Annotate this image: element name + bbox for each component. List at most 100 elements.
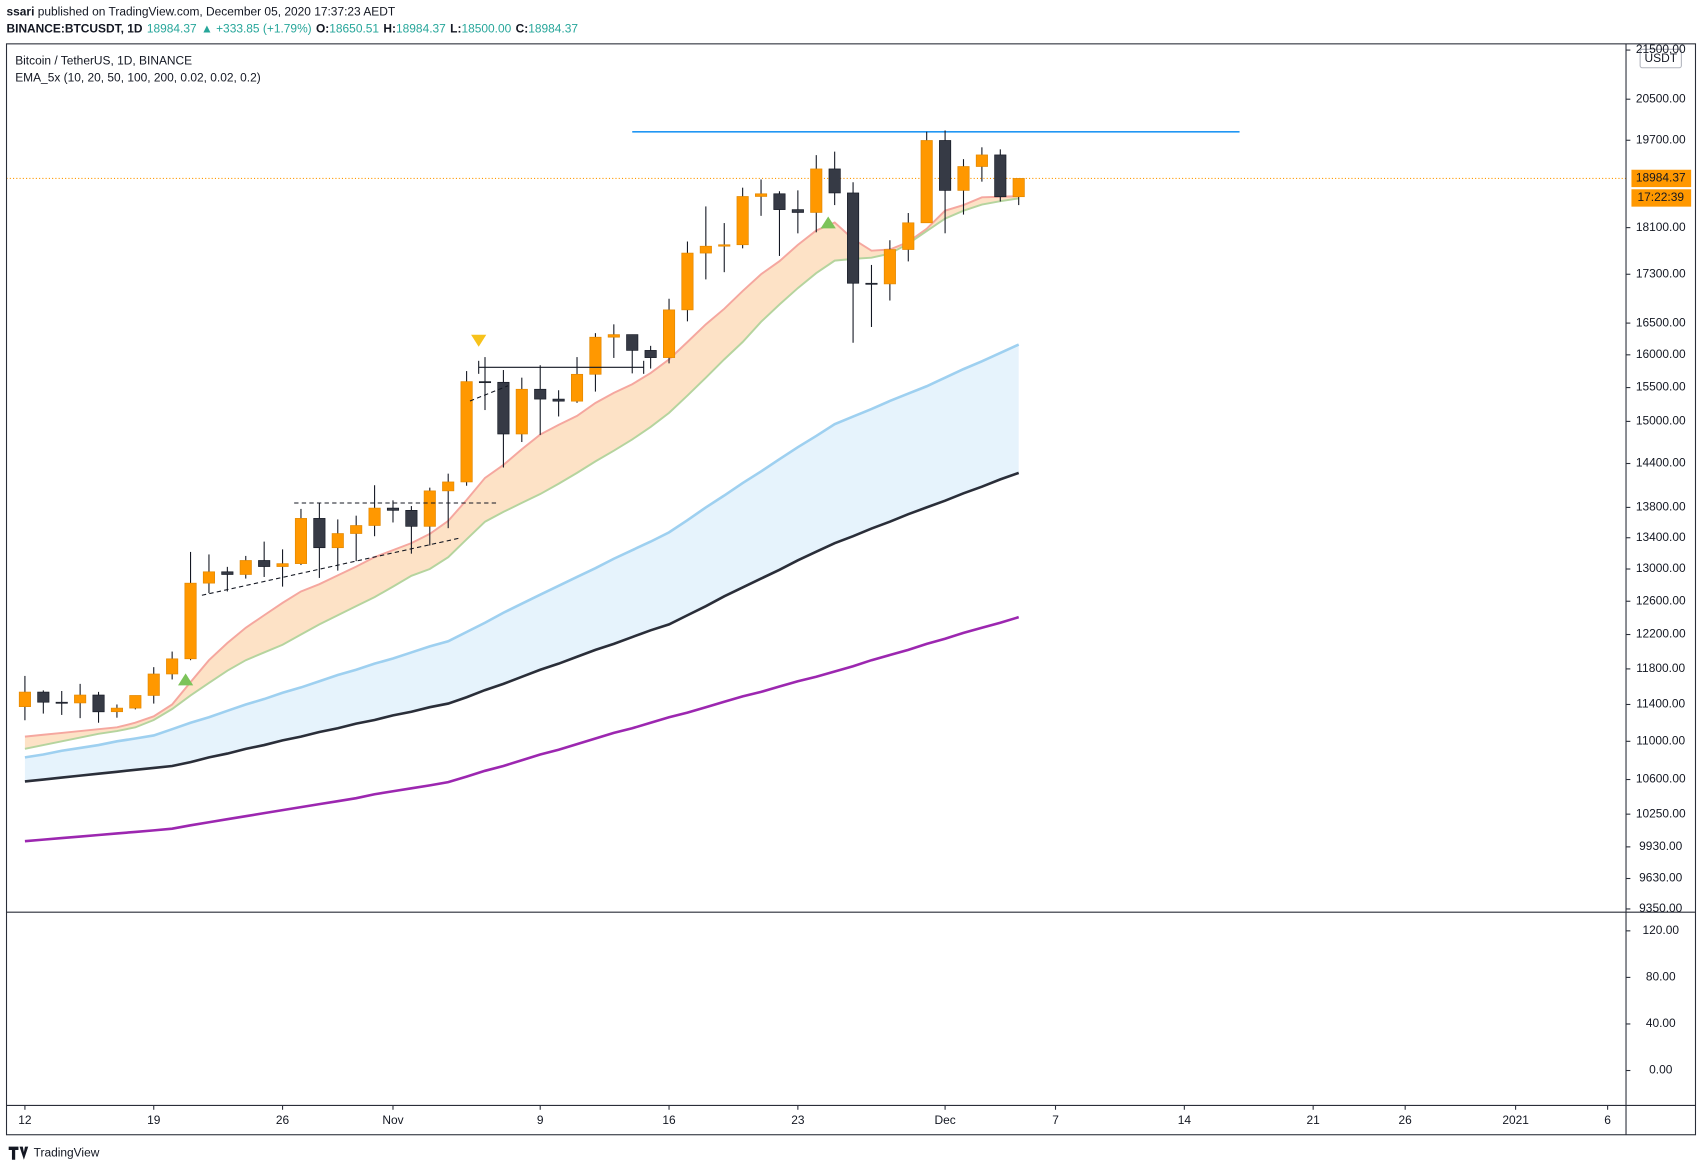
ema-band <box>24 196 1019 749</box>
countdown-tag <box>1631 189 1692 207</box>
candle-body <box>423 490 436 527</box>
over-layer: 21500.00 20500.00 19700.00 18100.00 17300.00… <box>18 42 1692 1127</box>
ohlc-value: 18984.37 <box>396 22 446 36</box>
brand: TradingView <box>34 1145 100 1159</box>
candle-body <box>313 518 326 549</box>
symbol: BINANCE:BTCUSDT, 1D <box>7 22 143 36</box>
symbol-line: BINANCE:BTCUSDT, 1D 18984.37 ▲ +333.85 (+1… <box>7 22 579 36</box>
y-tick-label: 9930.00 <box>1639 839 1683 853</box>
y-tick-label: 120.00 <box>1642 923 1679 937</box>
indicator-legend: EMA_5x (10, 20, 50, 100, 200, 0.02, 0.02… <box>15 71 261 85</box>
y-tick-label: 21500.00 <box>1636 42 1686 56</box>
y-tick-label: 9630.00 <box>1639 871 1683 885</box>
candle-body <box>663 309 676 358</box>
frame <box>5 43 1697 1136</box>
candle-body <box>607 334 620 338</box>
candle-body <box>276 563 289 567</box>
candle-body <box>570 373 584 402</box>
logo <box>8 1146 29 1160</box>
y-tick-label: 10250.00 <box>1636 806 1686 820</box>
x-tick-label: 19 <box>147 1113 161 1127</box>
y-tick-label: 20500.00 <box>1636 91 1686 105</box>
candle-body <box>258 560 271 567</box>
x-tick-label: 14 <box>1178 1113 1192 1127</box>
y-tick-label: 12600.00 <box>1636 593 1686 607</box>
y-tick-label: 13400.00 <box>1636 530 1686 544</box>
currency-box[interactable] <box>1639 48 1682 69</box>
candle-body <box>791 209 804 213</box>
candle-body <box>810 168 823 213</box>
x-tick-label: Nov <box>382 1113 403 1127</box>
candle-body <box>847 192 860 284</box>
y-tick-label: 40.00 <box>1646 1016 1676 1030</box>
trend-line <box>469 385 509 402</box>
candle-body <box>755 193 768 197</box>
candle-body <box>828 168 841 194</box>
y-tick-label: 14400.00 <box>1636 456 1686 470</box>
candle-body <box>405 510 418 527</box>
candle-body <box>221 571 234 575</box>
x-tick-label: Dec <box>934 1113 955 1127</box>
y-tick-label: 16500.00 <box>1636 315 1686 329</box>
countdown: 17:22:39 <box>1638 190 1685 204</box>
drawings <box>201 360 645 596</box>
ohlc-label: O: <box>316 22 329 36</box>
candle-body <box>534 388 547 400</box>
y-tick-label: 10600.00 <box>1636 772 1686 786</box>
candle-body <box>184 582 197 660</box>
candle-body <box>681 252 694 311</box>
candle-body <box>902 222 915 250</box>
x-tick-label: 26 <box>1399 1113 1413 1127</box>
ohlc-label: H: <box>383 22 396 36</box>
candle-body <box>920 140 933 224</box>
candle-body <box>939 140 952 191</box>
candle-body <box>350 525 363 534</box>
ema-line <box>24 343 1020 759</box>
y-tick-label: 11400.00 <box>1636 697 1685 711</box>
candle-body <box>736 196 749 246</box>
candle-body <box>699 245 712 254</box>
x-tick-label: 23 <box>791 1113 805 1127</box>
last-price-tag <box>1631 169 1692 188</box>
candle-body <box>202 571 215 584</box>
y-tick-label: 11800.00 <box>1636 661 1685 675</box>
y-tick-label: 13000.00 <box>1636 561 1686 575</box>
candle-body <box>147 673 160 696</box>
candle-body <box>294 518 307 564</box>
last: 18984.37 <box>147 22 197 36</box>
candle-body <box>460 381 473 483</box>
candle-body <box>386 507 400 511</box>
ohlc-value: 18650.51 <box>329 22 379 36</box>
candle-body <box>166 658 179 675</box>
candle-body <box>883 249 896 285</box>
candle-body <box>368 507 381 526</box>
candle-body <box>589 336 602 375</box>
change: ▲ +333.85 (+1.79%) <box>201 22 312 36</box>
y-tick-label: 17300.00 <box>1636 266 1686 280</box>
candle-body <box>773 193 786 210</box>
candle-body <box>110 707 123 713</box>
y-tick-label: 13800.00 <box>1636 500 1686 514</box>
currency: USDT <box>1645 51 1678 65</box>
y-tick-label: 15000.00 <box>1636 414 1686 428</box>
candle-body <box>37 691 50 703</box>
candle-body <box>239 560 252 575</box>
candle-body <box>497 381 510 435</box>
x-tick-label: 9 <box>537 1113 544 1127</box>
signal-up <box>820 216 836 229</box>
candle-body <box>644 350 657 358</box>
candle-body <box>74 694 87 704</box>
x-tick-label: 26 <box>276 1113 290 1127</box>
candle-body <box>957 166 970 191</box>
published: published on TradingView.com, December 0… <box>34 5 395 19</box>
ohlc-label: C: <box>516 22 529 36</box>
candle-body <box>975 154 988 167</box>
publish-line: ssari published on TradingView.com, Dece… <box>7 5 396 19</box>
y-tick-label: 0.00 <box>1649 1063 1673 1077</box>
x-tick-label: 6 <box>1604 1113 1611 1127</box>
last-price-label: 18984.37 <box>1636 171 1686 185</box>
ohlc-value: 18984.37 <box>528 22 578 36</box>
